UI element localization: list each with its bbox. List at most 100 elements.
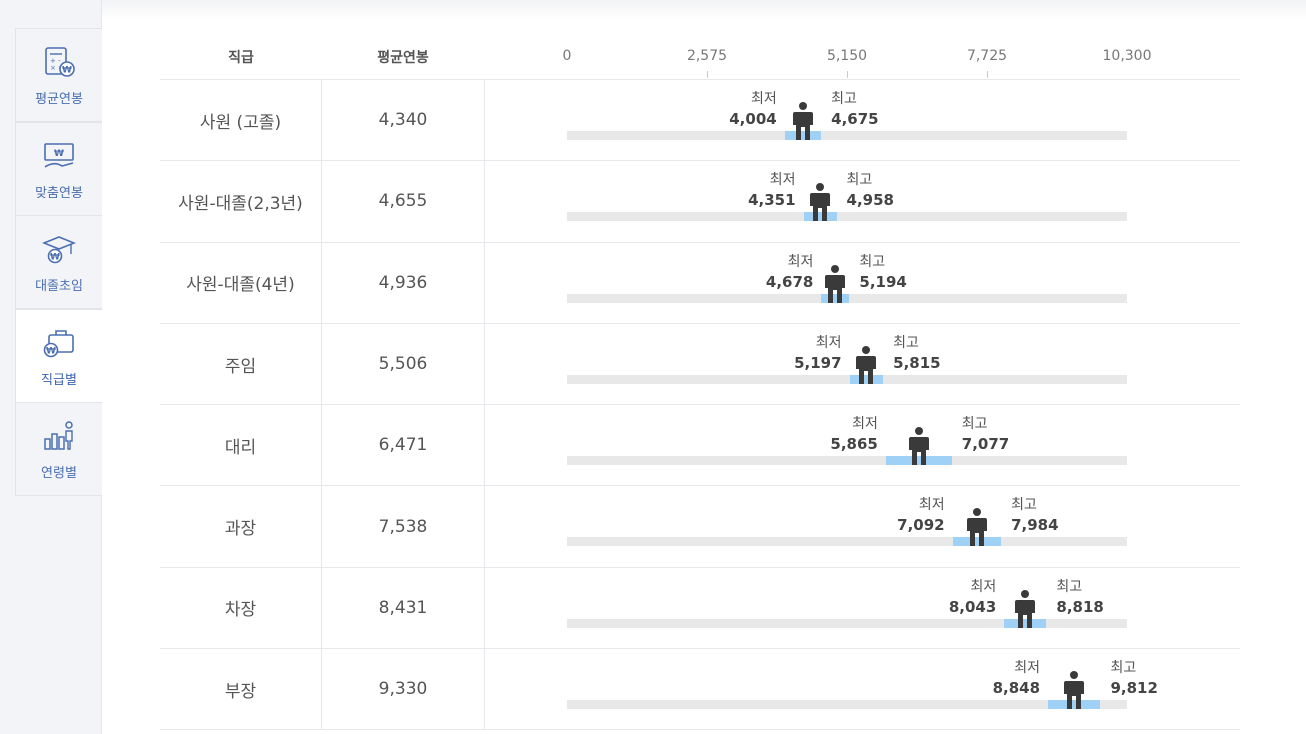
salary-range-track: [567, 618, 1127, 628]
min-caption: 최저: [787, 253, 814, 270]
top-shadow-bar: [102, 0, 1306, 20]
sidebar-item-by-rank[interactable]: ₩ 직급별: [15, 309, 102, 403]
min-salary-label: 최저 5,197: [794, 333, 841, 373]
max-caption: 최고: [831, 91, 857, 107]
sidebar-item-label: 대졸초임: [35, 279, 83, 294]
person-marker-icon: [966, 508, 987, 547]
max-salary-label: 최고 5,194: [859, 252, 906, 292]
min-value: 5,865: [830, 435, 878, 454]
min-caption: 최저: [815, 334, 842, 351]
rank-name: 부장: [160, 649, 322, 730]
sidebar: + - × = ₩ 평균연봉 ₩ 맞춤연봉 ₩ 대졸초임 ₩ 직급별: [0, 0, 102, 734]
axis-tick-mark: [847, 71, 848, 78]
average-salary-value: 4,340: [322, 80, 485, 161]
min-salary-label: 최저 8,043: [949, 577, 996, 617]
money-hand-icon: ₩: [44, 143, 74, 168]
max-caption: 최고: [893, 334, 919, 351]
max-salary-label: 최고 7,984: [1011, 495, 1058, 535]
min-caption: 최저: [769, 172, 796, 189]
max-caption: 최고: [859, 253, 886, 270]
max-value: 9,812: [1110, 679, 1158, 698]
rank-name: 주임: [160, 323, 322, 405]
sidebar-item-label: 직급별: [41, 373, 77, 388]
table-row: 주임 5,506 최저 5,197 최고 5,815: [160, 323, 1240, 406]
rank-name: 과장: [160, 486, 322, 567]
salary-by-rank-table: 직급 평균연봉 0 2,575 5,150 7,725 10,300 사원 (고졸) 4,…: [160, 38, 1240, 731]
axis-tick-label: 5,150: [826, 48, 868, 64]
min-salary-label: 최저 4,351: [748, 170, 795, 210]
min-value: 8,848: [992, 679, 1041, 698]
rank-name: 사원 (고졸): [160, 80, 322, 161]
svg-text:₩: ₩: [46, 347, 56, 357]
min-salary-label: 최저 7,092: [897, 495, 944, 535]
table-row: 차장 8,431 최저 8,043 최고 8,818: [160, 567, 1240, 650]
max-value: 5,194: [859, 272, 907, 291]
svg-text:₩: ₩: [62, 66, 72, 76]
average-salary-value: 9,330: [322, 649, 485, 730]
person-marker-icon: [1015, 589, 1036, 628]
salary-range-track: [567, 700, 1127, 710]
average-salary-value: 4,936: [322, 242, 485, 323]
max-caption: 최고: [846, 172, 873, 189]
sidebar-item-average-salary[interactable]: + - × = ₩ 평균연봉: [15, 28, 102, 122]
rank-name: 사원-대졸(4년): [160, 242, 322, 323]
salary-range-bar: [849, 374, 884, 384]
rank-name: 대리: [160, 405, 322, 486]
salary-range-bar: [1004, 618, 1047, 628]
max-value: 4,675: [831, 110, 879, 128]
sidebar-item-graduate-salary[interactable]: ₩ 대졸초임: [15, 215, 102, 309]
max-value: 8,818: [1056, 597, 1104, 616]
salary-range-bar: [803, 212, 837, 222]
table-row: 대리 6,471 최저 5,865 최고 7,077: [160, 405, 1240, 487]
max-value: 7,077: [961, 435, 1010, 454]
salary-range-track: [567, 131, 1127, 140]
min-caption: 최저: [1014, 660, 1041, 677]
max-salary-label: 최고 7,077: [962, 414, 1009, 454]
person-marker-icon: [1064, 671, 1085, 710]
min-value: 5,197: [794, 353, 842, 372]
table-row: 부장 9,330 최저 8,848 최고 9,812: [160, 649, 1240, 731]
axis-tick-label: 10,300: [1102, 48, 1152, 64]
sidebar-item-custom-salary[interactable]: ₩ 맞춤연봉: [15, 122, 102, 216]
salary-range-track: [567, 374, 1127, 384]
average-salary-value: 5,506: [322, 323, 485, 405]
max-caption: 최고: [1110, 660, 1137, 677]
svg-text:₩: ₩: [54, 149, 64, 159]
max-salary-label: 최고 4,675: [831, 89, 878, 129]
table-header: 직급 평균연봉 0 2,575 5,150 7,725 10,300: [160, 38, 1240, 80]
sidebar-item-label: 평균연봉: [35, 92, 83, 107]
salary-range-bar: [952, 537, 1002, 547]
person-marker-icon: [825, 264, 846, 303]
graduation-cap-icon: ₩: [42, 236, 76, 264]
max-value: 7,984: [1011, 516, 1059, 535]
calculator-won-icon: + - × = ₩: [45, 47, 75, 77]
axis-tick-label: 7,725: [966, 48, 1008, 64]
axis-tick-mark: [987, 71, 988, 78]
average-salary-value: 6,471: [322, 405, 485, 486]
salary-range-track: [567, 456, 1127, 466]
table-row: 사원-대졸(2,3년) 4,655 최저 4,351 최고 4,958: [160, 161, 1240, 243]
min-value: 4,004: [729, 110, 777, 128]
person-marker-icon: [810, 183, 831, 222]
max-caption: 최고: [1011, 497, 1037, 514]
min-value: 4,351: [748, 191, 796, 210]
axis-tick-label: 0: [562, 48, 572, 64]
average-salary-value: 7,538: [322, 486, 485, 567]
column-header-rank: 직급: [228, 50, 254, 66]
min-salary-label: 최저 4,004: [729, 89, 776, 129]
bar-chart-person-icon: [44, 421, 73, 450]
max-salary-label: 최고 5,815: [893, 333, 940, 373]
salary-range-bar: [784, 131, 822, 140]
salary-range-track: [567, 537, 1127, 547]
min-salary-label: 최저 4,678: [766, 252, 813, 292]
sidebar-item-label: 연령별: [41, 466, 77, 481]
salary-range-bar: [821, 293, 850, 303]
table-row: 사원-대졸(4년) 4,936 최저 4,678 최고 5,194: [160, 242, 1240, 324]
column-header-average: 평균연봉: [377, 50, 429, 66]
max-salary-label: 최고 4,958: [847, 170, 894, 210]
sidebar-item-by-age[interactable]: 연령별: [15, 402, 102, 496]
min-caption: 최저: [970, 578, 997, 595]
axis-tick-label: 2,575: [686, 48, 728, 64]
min-salary-label: 최저 8,848: [993, 658, 1040, 698]
svg-text:× =: × =: [50, 64, 64, 72]
